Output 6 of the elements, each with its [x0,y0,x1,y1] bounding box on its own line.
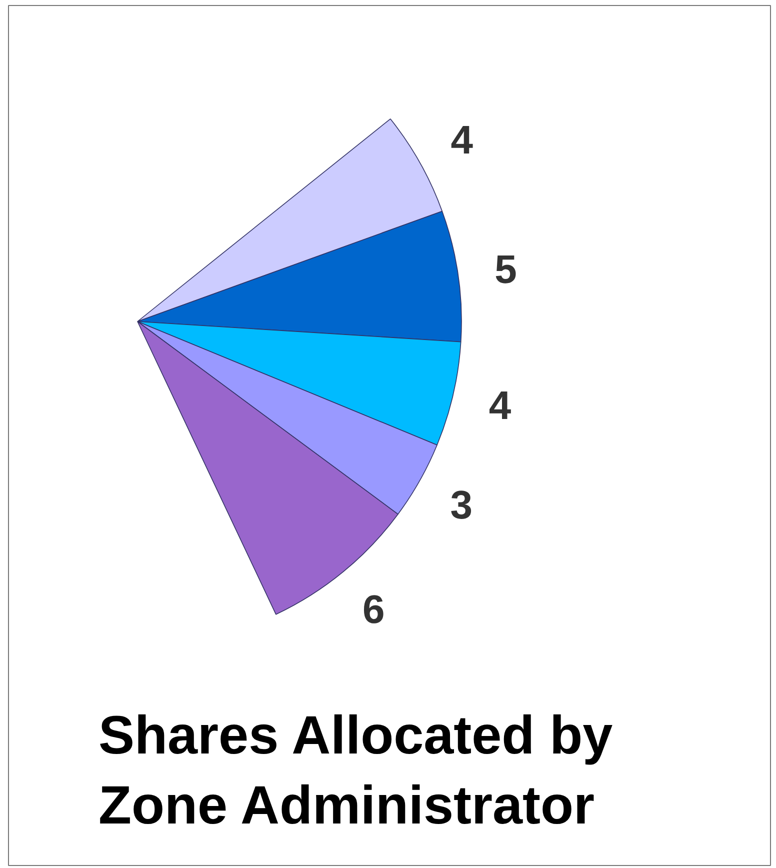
text: Shares Allocated by Zone Administrator [98,706,613,836]
data-label: 5 [494,248,517,292]
data-label: 4 [488,384,512,428]
data-label: 4 [450,118,474,162]
data-label: 3 [450,483,473,528]
data-label: 6 [362,588,385,632]
